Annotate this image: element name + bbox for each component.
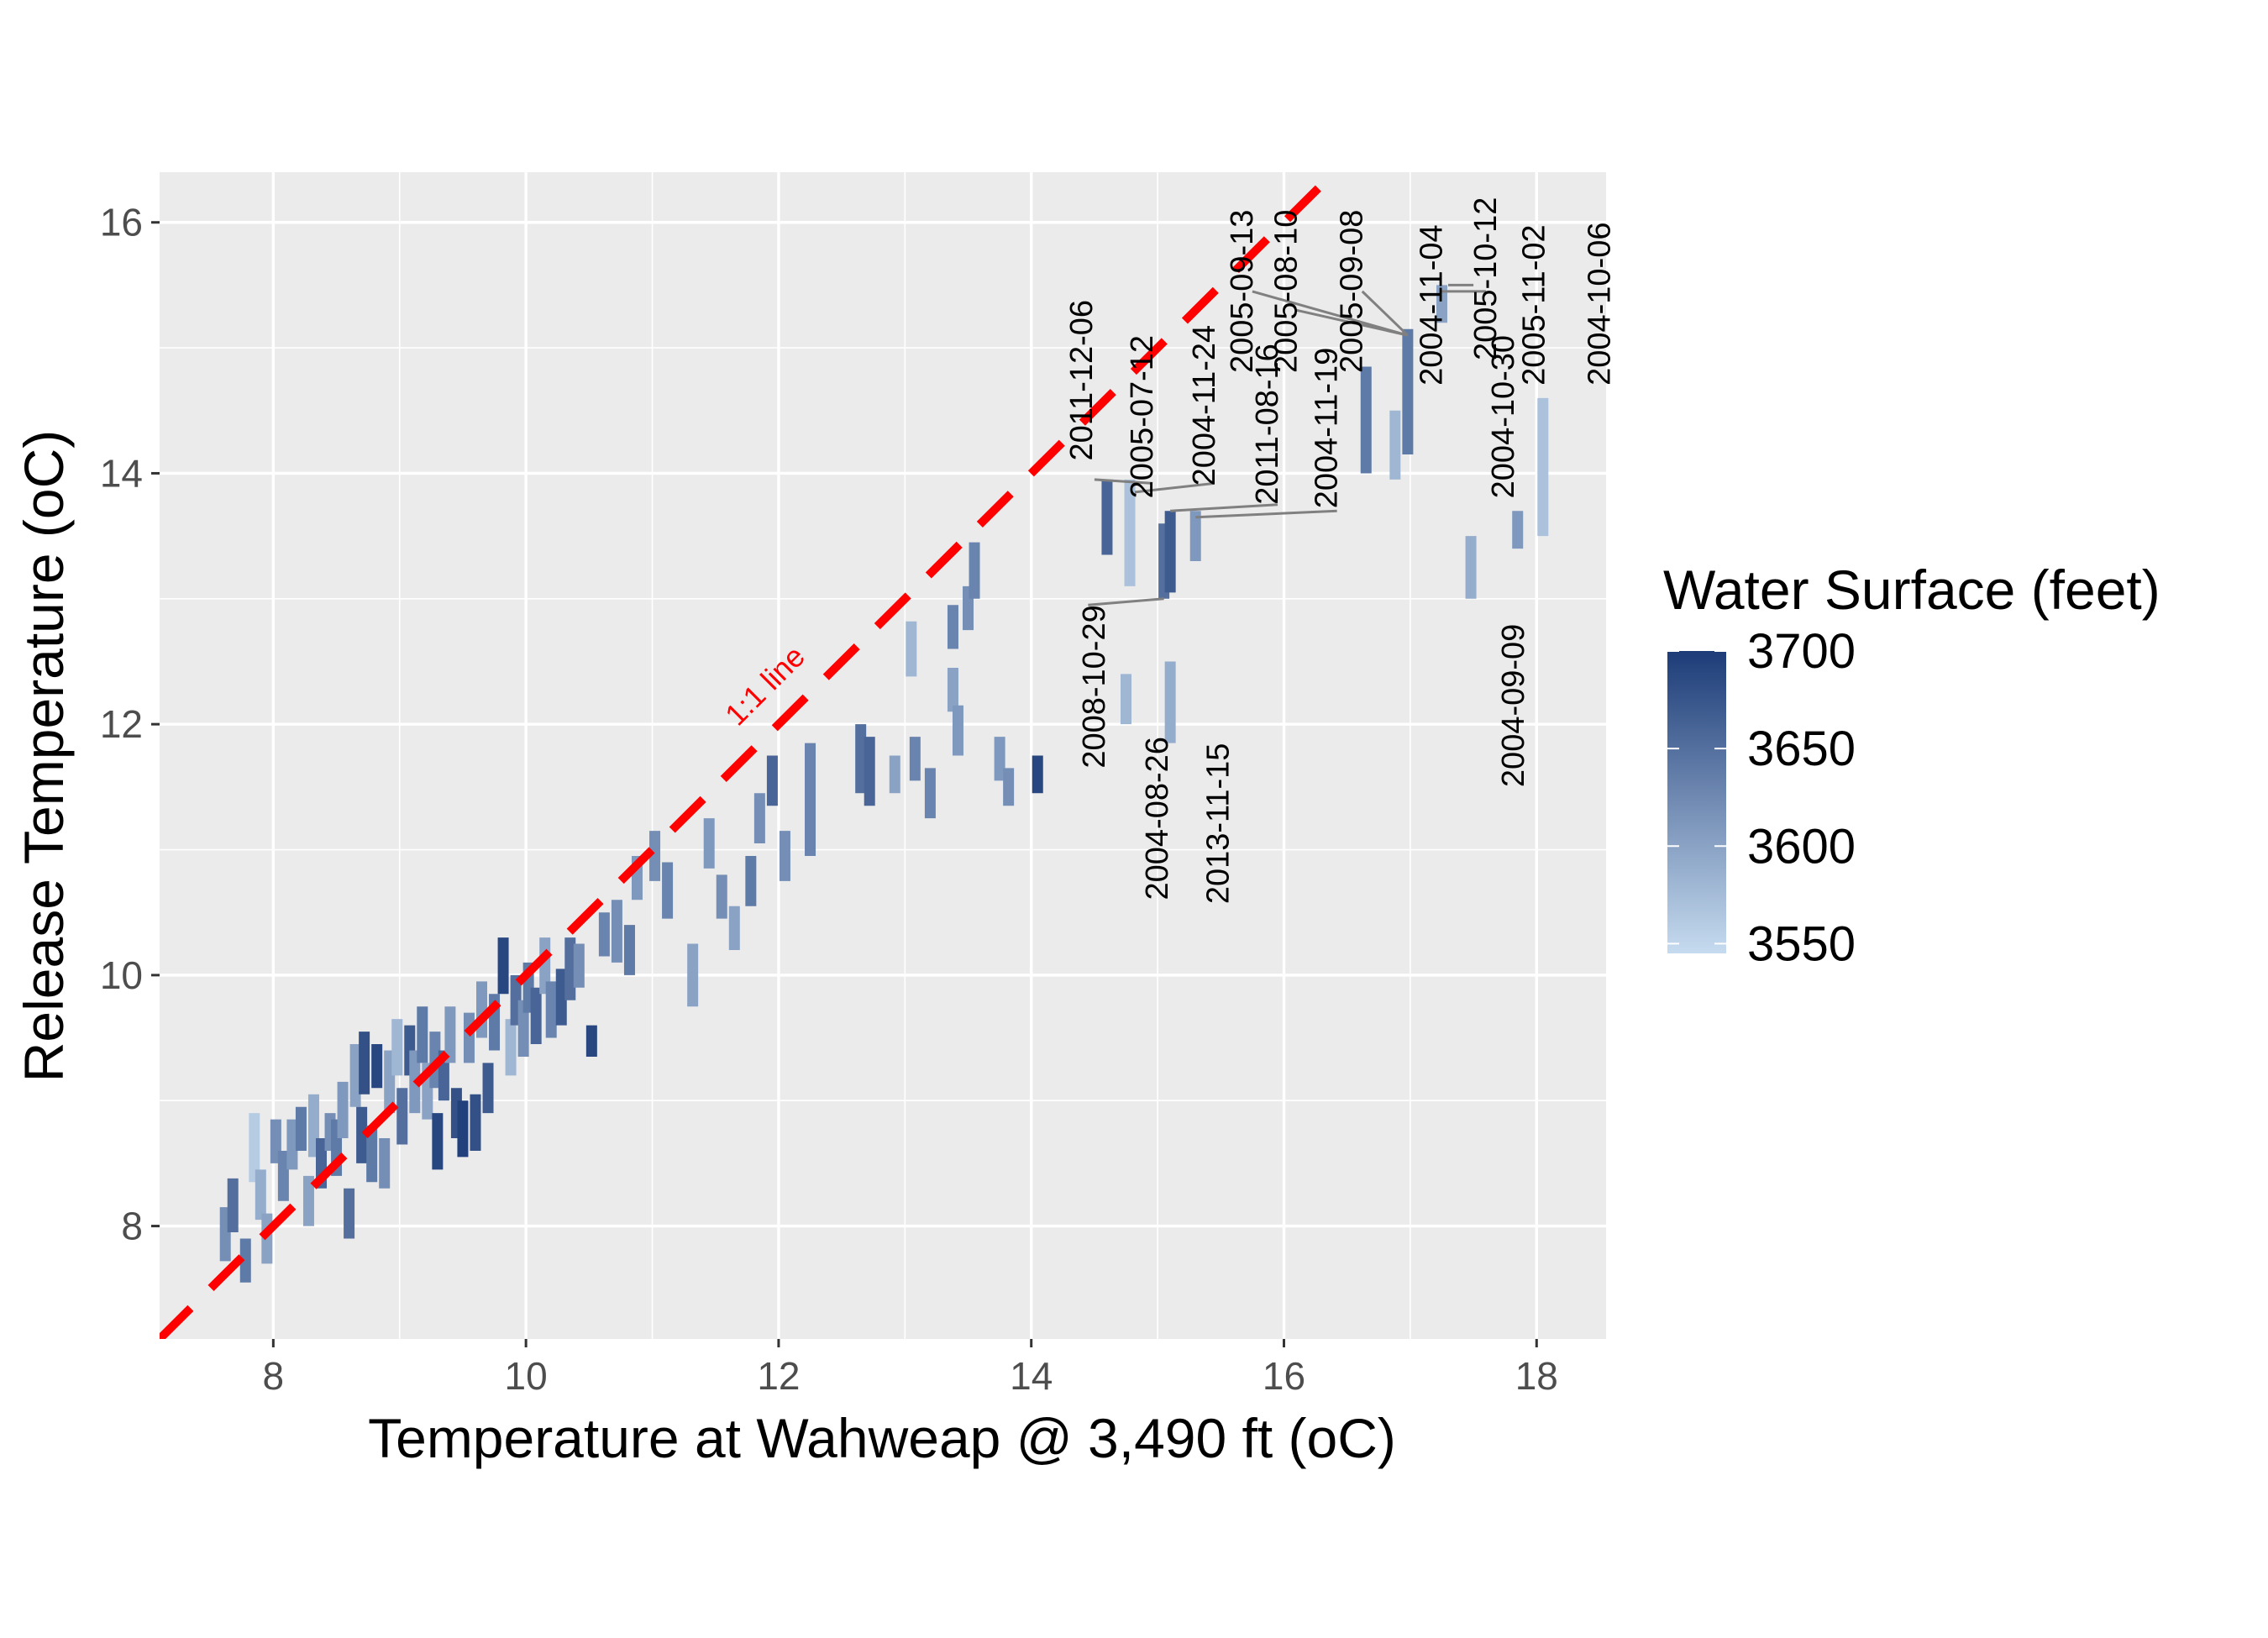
date-annotation-label: 2011-12-06	[1064, 300, 1100, 461]
date-annotation-label: 2013-11-15	[1200, 743, 1236, 905]
data-marks	[219, 285, 1549, 1283]
legend-tick-label: 3600	[1747, 819, 1856, 874]
annotation-leader-line	[1195, 509, 1337, 519]
date-annotation-label: 2005-09-13	[1225, 210, 1260, 373]
y-tick-label: 16	[100, 201, 143, 244]
annotation-leader-line	[1088, 597, 1164, 606]
annotation-leader-line	[1296, 308, 1409, 337]
legend-tick-label: 3650	[1747, 722, 1856, 776]
y-axis-title: Release Temperature (oC)	[13, 430, 75, 1082]
date-annotation-label: 2005-07-12	[1125, 335, 1160, 498]
x-tick-label: 8	[263, 1354, 285, 1398]
annotation-leader-line	[1170, 503, 1278, 512]
y-tick-label: 12	[100, 702, 143, 746]
date-annotation-label: 2004-11-24	[1187, 325, 1222, 486]
legend-tick-label: 3700	[1747, 624, 1856, 679]
y-tick-label: 8	[121, 1205, 143, 1248]
date-annotation-label: 2008-10-29	[1077, 605, 1112, 768]
x-tick-label: 10	[505, 1354, 548, 1398]
annotation-leader-line	[1361, 290, 1409, 337]
legend-title: Water Surface (feet)	[1663, 559, 2160, 621]
annotation-labels: 2011-12-06 2005-07-12 2004-11-242005-09-13…	[1064, 197, 1618, 904]
legend-ticks: 3700 3650 3600 3550	[1667, 624, 1856, 971]
x-axis-ticks: 8 10 12 14 16 18	[263, 1339, 1558, 1398]
one-to-one-line	[160, 172, 1341, 1339]
date-annotation-label: 2004-10-30	[1486, 335, 1521, 498]
minor-gridlines	[160, 172, 1606, 1339]
annotation-leader-line	[1134, 481, 1215, 494]
date-annotation-label: 2004-10-06	[1583, 223, 1618, 386]
date-annotation-label: 2011-08-16	[1250, 344, 1285, 505]
legend-tick-label: 3550	[1747, 916, 1856, 971]
date-annotation-label: 2004-08-26	[1140, 737, 1175, 900]
y-axis-ticks: 8 10 12 14 16	[100, 201, 160, 1248]
legend-colorbar	[1667, 651, 1726, 953]
date-annotation-label: 2005-11-02	[1516, 224, 1551, 386]
date-annotation-label: 2005-09-08	[1335, 210, 1370, 373]
x-tick-label: 14	[1010, 1354, 1053, 1398]
date-annotation-label: 2004-09-09	[1496, 624, 1531, 787]
y-tick-label: 14	[100, 451, 143, 495]
annotation-leader-lines	[1088, 283, 1487, 606]
x-tick-label: 12	[757, 1354, 800, 1398]
x-tick-label: 18	[1515, 1354, 1558, 1398]
date-annotation-label: 2004-11-04	[1414, 224, 1449, 386]
x-axis-title: Temperature at Wahweap @ 3,490 ft (oC)	[368, 1407, 1396, 1469]
annotation-leader-line	[1252, 290, 1409, 337]
annotation-leader-line	[1094, 478, 1153, 485]
date-annotation-label: 2005-08-10	[1269, 210, 1305, 373]
date-annotation-label: 2005-10-12	[1468, 197, 1504, 360]
date-annotation-label: 2004-11-19	[1310, 348, 1345, 509]
color-legend: Water Surface (feet) 3700 3650 3600 3550	[1663, 559, 2160, 971]
x-tick-label: 16	[1263, 1354, 1305, 1398]
y-tick-label: 10	[100, 953, 143, 997]
